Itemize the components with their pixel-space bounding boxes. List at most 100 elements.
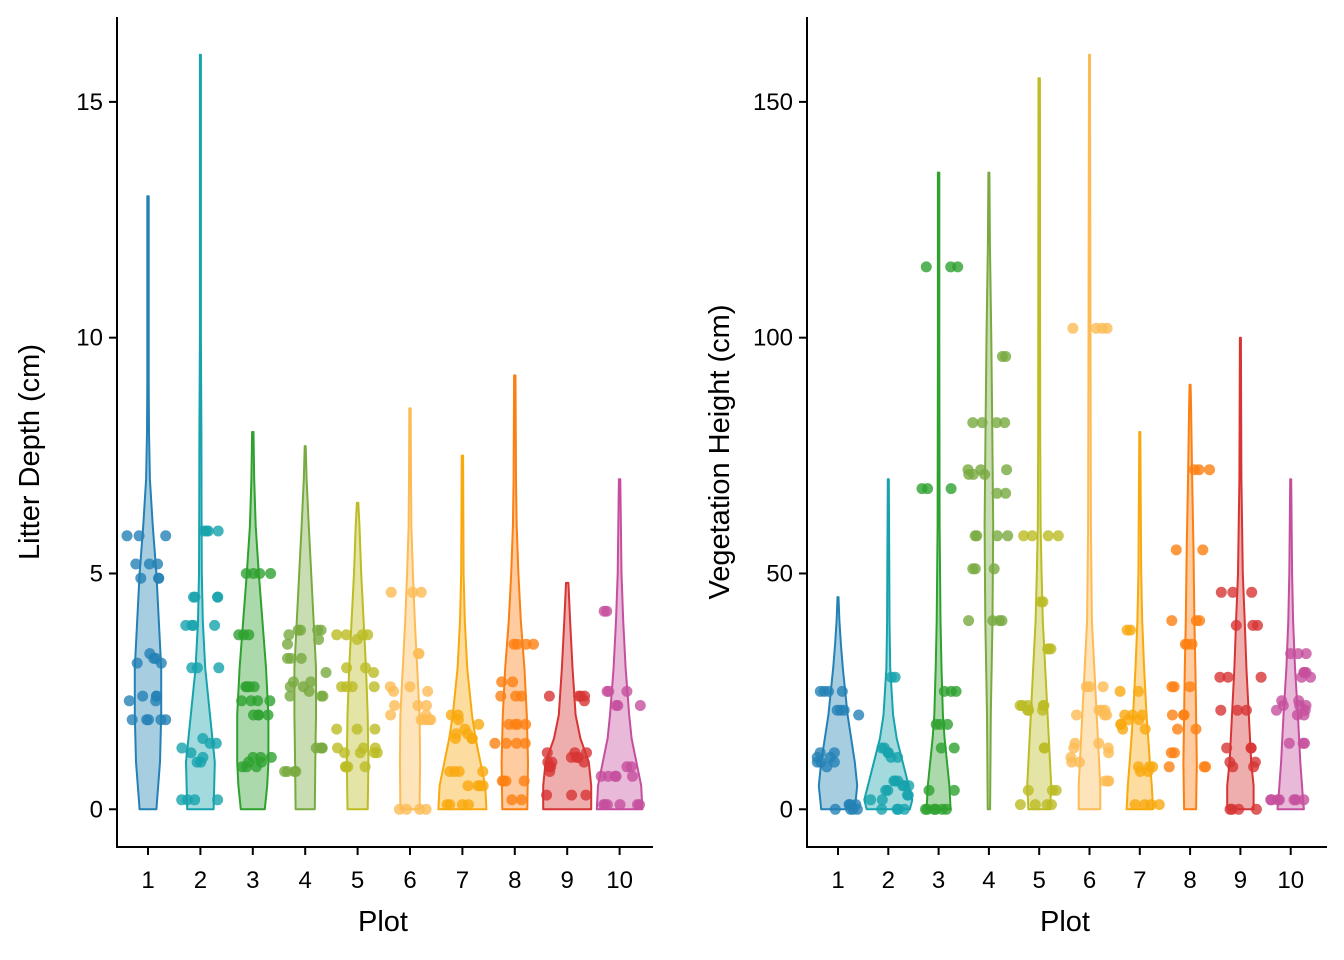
data-point — [369, 723, 381, 735]
y-axis-title: Vegetation Height (cm) — [704, 305, 736, 600]
data-point — [238, 629, 250, 641]
data-point — [284, 690, 296, 702]
data-point — [1166, 681, 1178, 693]
data-point — [283, 629, 295, 641]
x-tick-label: 7 — [1133, 867, 1146, 894]
data-point — [836, 685, 848, 697]
data-point — [578, 695, 590, 707]
data-point — [284, 681, 296, 693]
data-point — [543, 690, 555, 702]
data-point — [1204, 464, 1215, 476]
data-point — [601, 799, 613, 811]
data-point — [477, 766, 489, 777]
data-point — [1283, 737, 1295, 749]
data-point — [407, 586, 419, 598]
x-tick-label: 5 — [1033, 867, 1046, 894]
data-point — [1037, 704, 1049, 716]
data-point — [902, 789, 914, 801]
data-point — [212, 525, 224, 537]
data-point — [423, 714, 435, 726]
data-point — [1184, 681, 1196, 693]
data-point — [421, 700, 432, 711]
data-point — [360, 662, 371, 674]
y-tick-label: 0 — [780, 796, 793, 823]
data-point — [1200, 761, 1212, 773]
data-point — [1103, 747, 1115, 759]
data-point — [1074, 756, 1085, 768]
data-point — [473, 718, 485, 730]
data-point — [281, 766, 293, 777]
data-point — [135, 572, 147, 584]
data-point — [303, 685, 315, 697]
data-point — [610, 770, 622, 782]
data-point — [1246, 586, 1258, 598]
data-point — [1071, 709, 1082, 721]
data-point — [988, 563, 1000, 575]
data-point — [876, 794, 888, 806]
data-point — [420, 803, 432, 815]
data-point — [412, 700, 424, 711]
x-tick-label: 8 — [508, 867, 521, 894]
data-point — [1230, 619, 1242, 631]
data-point — [967, 417, 979, 429]
data-point — [516, 794, 527, 806]
data-point — [930, 718, 942, 730]
data-point — [508, 638, 520, 650]
data-point — [189, 794, 201, 806]
violin-plot-10 — [1276, 478, 1305, 811]
data-point — [212, 794, 224, 806]
data-point — [422, 685, 434, 697]
data-point — [1050, 784, 1062, 796]
data-point — [541, 747, 553, 759]
x-tick-label: 6 — [403, 867, 416, 894]
data-point — [385, 709, 397, 721]
data-point — [1022, 784, 1034, 796]
data-point — [441, 799, 453, 811]
data-point — [1139, 723, 1151, 735]
data-point — [1142, 766, 1154, 777]
data-point — [245, 695, 257, 707]
violin-plot-6 — [398, 407, 422, 811]
data-point — [313, 634, 325, 645]
data-point — [963, 468, 975, 480]
data-point — [346, 681, 358, 693]
data-point — [262, 709, 274, 721]
data-point — [500, 737, 512, 749]
data-point — [566, 789, 578, 801]
data-point — [580, 789, 592, 801]
data-point — [250, 761, 262, 773]
data-point — [1179, 638, 1191, 650]
data-point — [415, 586, 427, 598]
data-point — [1097, 681, 1109, 693]
violin-plot-4 — [983, 171, 995, 811]
data-point — [449, 766, 460, 777]
data-point — [210, 737, 222, 749]
data-point — [1255, 671, 1267, 683]
data-point — [598, 605, 610, 617]
data-point — [240, 681, 252, 693]
data-point — [1145, 799, 1157, 811]
data-point — [160, 530, 172, 542]
x-tick-label: 4 — [299, 867, 312, 894]
data-point — [186, 619, 198, 631]
data-point — [936, 803, 948, 815]
data-point — [1153, 799, 1165, 811]
data-point — [265, 568, 277, 579]
data-point — [310, 742, 322, 754]
y-tick-label: 50 — [766, 560, 793, 587]
data-point — [885, 671, 897, 683]
data-point — [474, 780, 486, 792]
data-point — [923, 784, 935, 796]
data-point — [1240, 704, 1252, 716]
data-point — [503, 718, 515, 730]
x-tick-label: 7 — [456, 867, 469, 894]
data-point — [1018, 530, 1030, 542]
data-point — [247, 568, 259, 579]
x-tick-label: 9 — [561, 867, 574, 894]
data-point — [1039, 742, 1051, 754]
violin-plot-1 — [817, 596, 859, 811]
data-point — [1134, 766, 1146, 777]
data-point — [581, 747, 592, 759]
y-tick-label: 10 — [76, 325, 103, 352]
data-point — [1227, 761, 1239, 773]
